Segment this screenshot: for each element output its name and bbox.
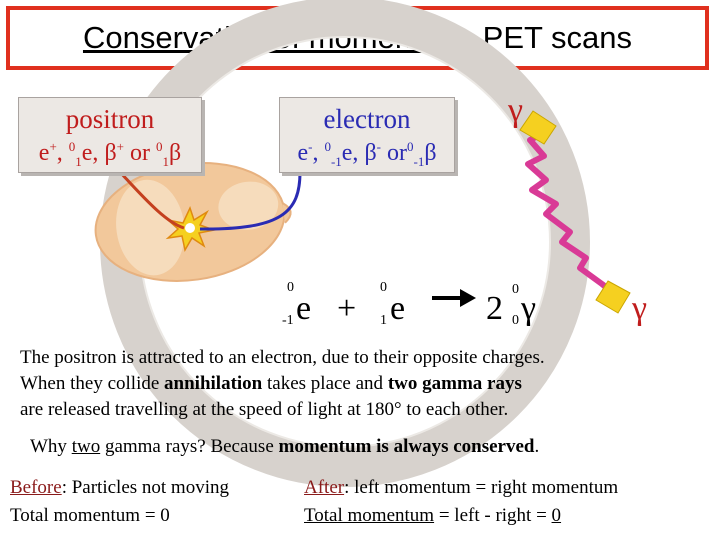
two-gamma-rays-term: two gamma rays — [387, 373, 522, 394]
eq-positron: e — [390, 290, 406, 327]
eq-e2-superscript: 0 — [380, 280, 387, 295]
eq-electron: e — [296, 290, 312, 327]
electron-label-box: electron e-, 0-1e, β- or0-1β — [279, 97, 455, 173]
electron-path — [199, 171, 302, 231]
positron-label: positron — [65, 104, 155, 134]
body-line-3: are released travelling at the speed of … — [20, 399, 509, 420]
electron-label: electron — [323, 104, 411, 134]
body-line-4: Why two gamma rays? Because momentum is … — [30, 436, 540, 457]
before-line: Before: Particles not moving — [10, 477, 229, 498]
eq-e1-subscript: -1 — [282, 313, 294, 328]
positron-label-box: positron e+, 01e, β+ or 01β — [18, 97, 202, 173]
body-line-1: The positron is attracted to an electron… — [20, 347, 545, 368]
gamma-ray-wave — [525, 129, 614, 295]
reaction-arrow-head — [460, 289, 476, 307]
body-line-2: When they collide annihilation takes pla… — [20, 373, 522, 394]
before-total: Total momentum = 0 — [10, 505, 170, 526]
detector-top — [519, 110, 557, 145]
annihilation-term: annihilation — [164, 373, 263, 394]
after-label: After — [304, 477, 345, 498]
momentum-conserved-term: momentum is always conserved — [278, 436, 535, 457]
after-line: After: left momentum = right momentum — [304, 477, 619, 498]
positron-path — [118, 170, 185, 230]
gamma-label-top: γ — [508, 92, 524, 129]
eq-gamma-superscript: 0 — [512, 282, 519, 297]
eq-gamma-subscript: 0 — [512, 313, 519, 328]
eq-gamma: γ — [521, 290, 537, 327]
after-total: Total momentum = left - right = 0 — [304, 505, 562, 526]
eq-e2-subscript: 1 — [380, 313, 387, 328]
eq-e1-superscript: 0 — [287, 280, 294, 295]
electron-symbols: e-, 0-1e, β- or0-1β — [297, 139, 437, 169]
gamma-label-right: γ — [632, 290, 648, 327]
positron-symbols: e+, 01e, β+ or 01β — [38, 139, 182, 169]
detector-bottom — [595, 280, 631, 314]
eq-plus: + — [337, 290, 357, 327]
eq-gamma-coefficient: 2 — [486, 290, 503, 327]
before-label: Before — [10, 477, 62, 498]
